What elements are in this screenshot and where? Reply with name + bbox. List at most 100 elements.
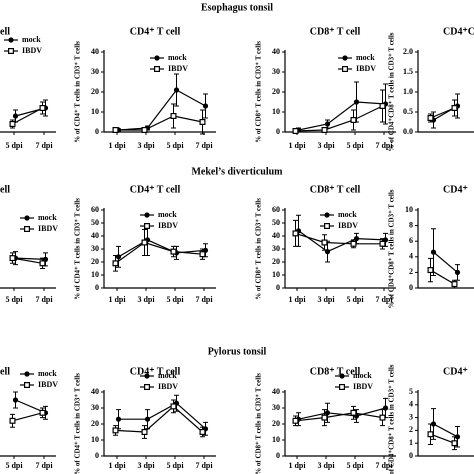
- x-tick-label: 7 dpi: [195, 461, 213, 470]
- x-tick-label: 7 dpi: [375, 141, 393, 150]
- data-point: [350, 240, 357, 247]
- x-tick-label: 7 dpi: [35, 141, 53, 150]
- data-point: [199, 251, 206, 258]
- section-title: Mekel’s diverticulum: [191, 166, 283, 177]
- x-tick-label: 7 dpi: [375, 461, 393, 470]
- chart-title: CD4⁺: [443, 184, 468, 195]
- series-line: [118, 89, 206, 131]
- y-tick-label: 4: [409, 400, 413, 409]
- data-point: [427, 114, 434, 121]
- legend-label: mock: [356, 53, 375, 62]
- data-point: [141, 239, 148, 246]
- data-point: [324, 121, 331, 127]
- y-tick-label: 40: [272, 231, 280, 240]
- data-point: [39, 409, 46, 416]
- data-point: [321, 414, 328, 421]
- chart-title: CD8⁺ T cell: [310, 26, 361, 37]
- data-point: [170, 112, 177, 119]
- y-tick-label: 40: [91, 47, 99, 56]
- chart-title: CD4⁺ T cell: [130, 26, 181, 37]
- x-tick-label: 1 dpi: [108, 141, 126, 150]
- legend-marker: [144, 384, 151, 391]
- data-point: [451, 440, 458, 447]
- y-tick-label: 2: [409, 425, 413, 434]
- y-axis-label: % of CD4⁺CD8⁺ T cells in CD3⁺ T cells: [388, 189, 396, 308]
- data-point: [39, 260, 46, 267]
- x-tick-label: 7 dpi: [35, 295, 53, 304]
- series-line: [12, 257, 43, 264]
- series-line: [295, 232, 383, 245]
- data-point: [321, 126, 328, 133]
- data-point: [427, 267, 434, 274]
- x-tick-label: 5 dpi: [346, 295, 364, 304]
- y-tick-label: 0: [95, 127, 99, 136]
- series-line: [433, 251, 458, 273]
- legend-label: IBDV: [158, 221, 178, 230]
- x-tick-label: 1 dpi: [108, 461, 126, 470]
- legend-label: mock: [338, 210, 357, 219]
- y-axis-label: % of CD4⁺ T cells in CD3⁺ T cells: [74, 41, 82, 143]
- chart-title: CD4⁺: [443, 366, 468, 377]
- data-point: [199, 118, 206, 125]
- section-title: Pylorus tonsil: [208, 346, 267, 357]
- series-line: [115, 405, 203, 433]
- series-line: [298, 101, 386, 131]
- data-point: [170, 403, 177, 410]
- data-point: [353, 236, 360, 242]
- y-tick-label: 10: [91, 435, 99, 444]
- data-point: [39, 104, 46, 111]
- legend-marker: [154, 65, 161, 72]
- x-tick-label: 1 dpi: [288, 295, 306, 304]
- y-tick-label: 20: [91, 419, 99, 428]
- y-tick-label: 2: [409, 267, 413, 276]
- data-point: [12, 113, 19, 119]
- y-tick-label: 0: [276, 451, 280, 460]
- y-tick-label: 0: [95, 451, 99, 460]
- y-tick-label: 50: [91, 218, 99, 227]
- y-tick-label: 0: [276, 283, 280, 292]
- y-tick-label: 20: [91, 257, 99, 266]
- y-tick-label: 30: [91, 403, 99, 412]
- y-tick-label: 0.5: [403, 107, 413, 116]
- series-line: [118, 239, 206, 258]
- section-title: Esophagus tonsil: [201, 2, 273, 13]
- legend-label: IBDV: [22, 46, 42, 55]
- y-tick-label: 30: [91, 244, 99, 253]
- data-point: [292, 128, 299, 135]
- data-point: [324, 410, 331, 416]
- data-point: [454, 269, 461, 275]
- y-tick-label: 10: [91, 107, 99, 116]
- series-line: [295, 105, 383, 132]
- legend-marker: [342, 65, 349, 72]
- legend-marker: [24, 226, 31, 233]
- x-tick-label: 5 dpi: [5, 295, 23, 304]
- data-point: [451, 104, 458, 111]
- legend-marker: [144, 223, 151, 230]
- legend-label: IBDV: [356, 64, 376, 73]
- data-point: [144, 416, 151, 422]
- legend-marker: [324, 212, 330, 218]
- chart-title: CD4⁺ T cell: [130, 366, 181, 377]
- chart-title: ell: [0, 366, 10, 377]
- chart-title: ell: [0, 184, 10, 195]
- series-line: [433, 423, 458, 438]
- x-tick-label: 1 dpi: [108, 295, 126, 304]
- chart-title: CD4⁺ T cell: [130, 184, 181, 195]
- y-tick-label: 30: [91, 67, 99, 76]
- data-point: [430, 421, 437, 427]
- y-tick-label: 0: [276, 127, 280, 136]
- y-axis-label: % of CD8⁺ T cells in CD3⁺ T cells: [255, 198, 263, 300]
- data-point: [379, 414, 386, 421]
- y-tick-label: 8: [409, 220, 413, 229]
- chart-title: CD4⁺C: [443, 26, 474, 37]
- data-point: [379, 240, 386, 247]
- y-tick-label: 4: [409, 252, 413, 261]
- y-tick-label: 0: [95, 283, 99, 292]
- legend-marker: [339, 373, 345, 379]
- y-axis-label: % of CD4⁺ T cells in CD3⁺ T cells: [74, 373, 82, 474]
- data-point: [427, 431, 434, 438]
- series-line: [298, 407, 386, 420]
- legend-label: IBDV: [168, 64, 188, 73]
- x-tick-label: 7 dpi: [195, 295, 213, 304]
- y-axis-label: % of CD8⁺ T cells in CD3⁺ T cells: [255, 41, 263, 143]
